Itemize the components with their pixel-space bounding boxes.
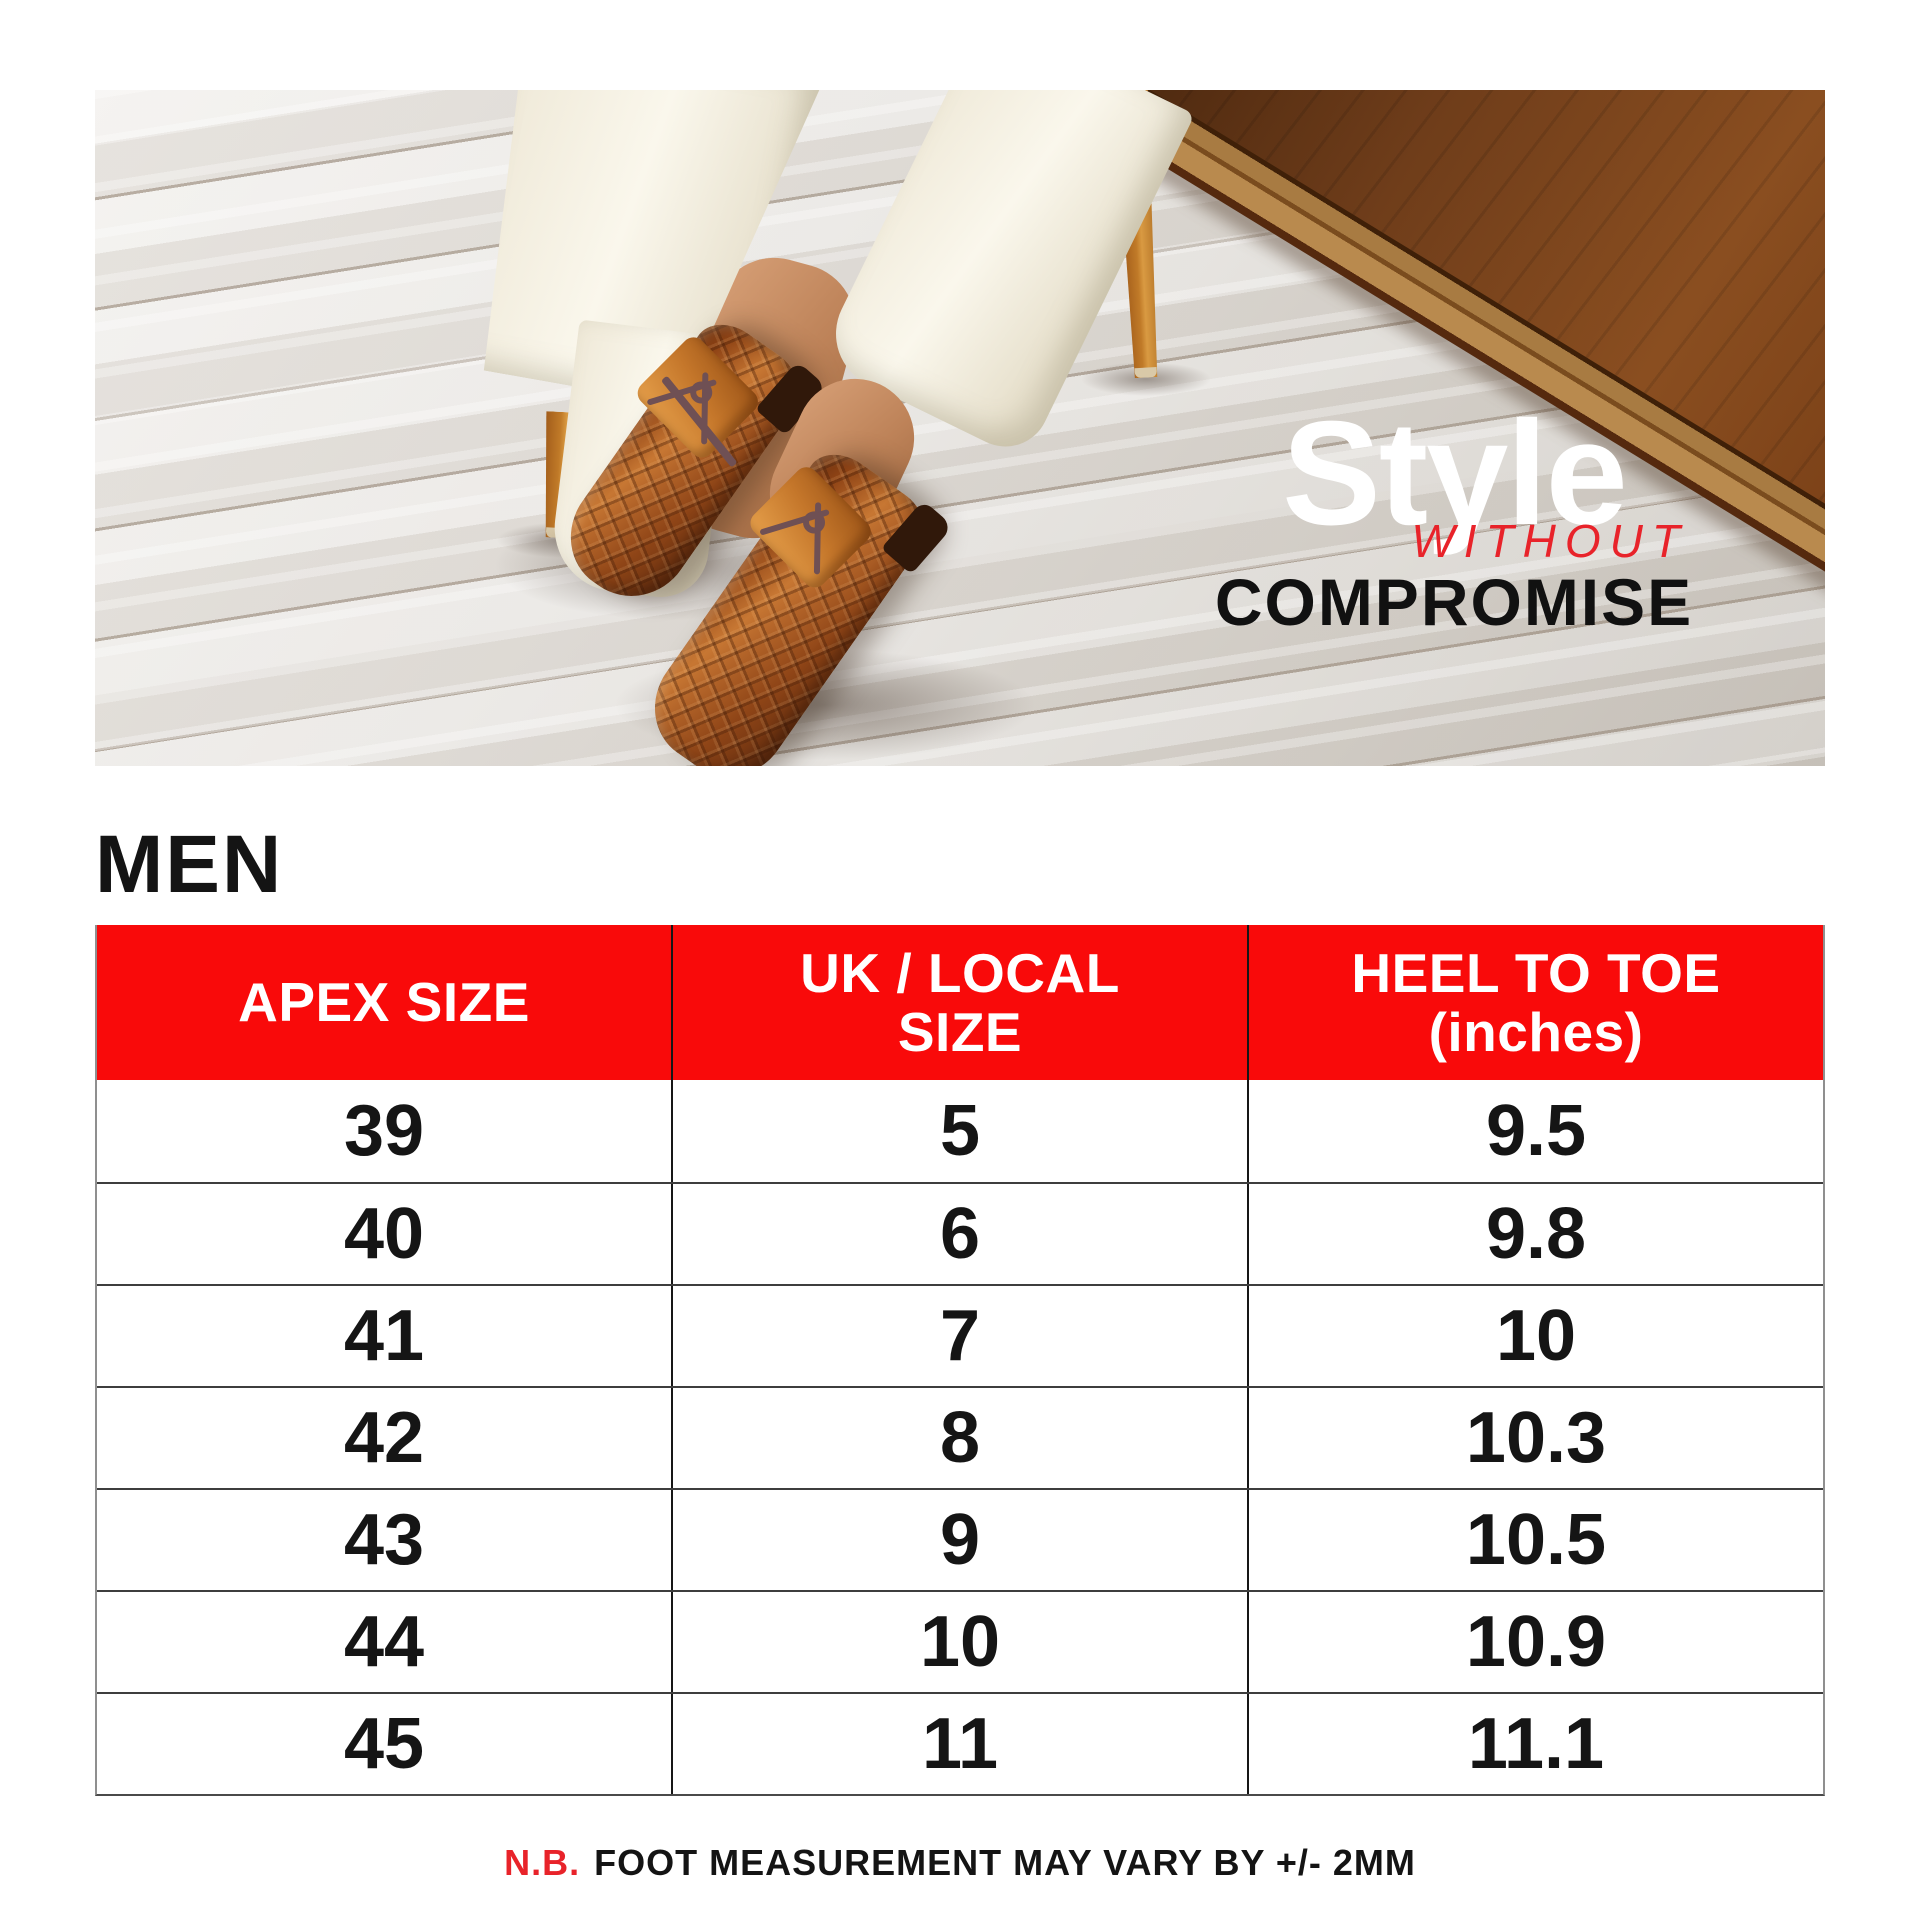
table-cell-apex-size: 42 xyxy=(343,1398,425,1478)
section-heading-men: MEN xyxy=(95,819,284,910)
table-cell-heel-to-toe: 10.9 xyxy=(1247,1592,1823,1692)
table-cell-heel-to-toe: 10 xyxy=(1247,1286,1823,1386)
header-cell-heel-to-toe: HEEL TO TOE (inches) xyxy=(1247,925,1823,1080)
table-row: 42 8 10.3 xyxy=(97,1386,1823,1488)
table-cell-heel-to-toe: 9.5 xyxy=(1247,1080,1823,1182)
size-table: APEX SIZE UK / LOCAL SIZE HEEL TO TOE (i… xyxy=(95,925,1825,1796)
table-cell-apex-size: 40 xyxy=(343,1194,425,1274)
table-cell-apex-size: 39 xyxy=(343,1091,425,1171)
table-row: 44 10 10.9 xyxy=(97,1590,1823,1692)
header-cell-uk-local-size: UK / LOCAL SIZE xyxy=(671,925,1247,1080)
table-cell-uk-size: 7 xyxy=(671,1286,1247,1386)
table-row: 43 9 10.5 xyxy=(97,1488,1823,1590)
table-cell-uk-size: 10 xyxy=(671,1592,1247,1692)
table-row: 39 5 9.5 xyxy=(97,1080,1823,1182)
table-header-row: APEX SIZE UK / LOCAL SIZE HEEL TO TOE (i… xyxy=(97,925,1823,1080)
tagline: Style WITHOUT COMPROMISE xyxy=(1213,400,1695,640)
table-cell-uk-size: 6 xyxy=(671,1184,1247,1284)
table-cell-apex-size: 43 xyxy=(343,1500,425,1580)
tagline-compromise: COMPROMISE xyxy=(1214,565,1694,639)
table-cell-heel-to-toe: 11.1 xyxy=(1247,1694,1823,1794)
table-cell-uk-size: 5 xyxy=(671,1080,1247,1182)
tagline-style: Style xyxy=(1282,391,1628,556)
table-row: 41 7 10 xyxy=(97,1284,1823,1386)
footnote: N.B. FOOT MEASUREMENT MAY VARY BY +/- 2MM xyxy=(0,1842,1920,1884)
header-label: HEEL TO TOE xyxy=(1351,941,1721,1004)
footnote-prefix: N.B. xyxy=(504,1842,581,1883)
footnote-text: FOOT MEASUREMENT MAY VARY BY +/- 2MM xyxy=(594,1842,1416,1883)
header-label: (inches) xyxy=(1428,1000,1644,1063)
table-cell-apex-size: 45 xyxy=(343,1704,425,1784)
hero-image: Style WITHOUT COMPROMISE xyxy=(95,90,1825,766)
table-cell-heel-to-toe: 10.3 xyxy=(1247,1388,1823,1488)
tagline-without: WITHOUT xyxy=(1411,515,1689,567)
table-row: 45 11 11.1 xyxy=(97,1692,1823,1794)
table-cell-uk-size: 11 xyxy=(671,1694,1247,1794)
header-label: UK / LOCAL xyxy=(800,941,1120,1004)
table-cell-apex-size: 41 xyxy=(343,1296,425,1376)
table-cell-heel-to-toe: 10.5 xyxy=(1247,1490,1823,1590)
header-label: SIZE xyxy=(897,1000,1023,1063)
table-row: 40 6 9.8 xyxy=(97,1182,1823,1284)
table-cell-uk-size: 8 xyxy=(671,1388,1247,1488)
table-cell-heel-to-toe: 9.8 xyxy=(1247,1184,1823,1284)
header-label: APEX SIZE xyxy=(238,971,530,1034)
table-cell-uk-size: 9 xyxy=(671,1490,1247,1590)
header-cell-apex-size: APEX SIZE xyxy=(97,925,671,1080)
table-cell-apex-size: 44 xyxy=(343,1602,425,1682)
